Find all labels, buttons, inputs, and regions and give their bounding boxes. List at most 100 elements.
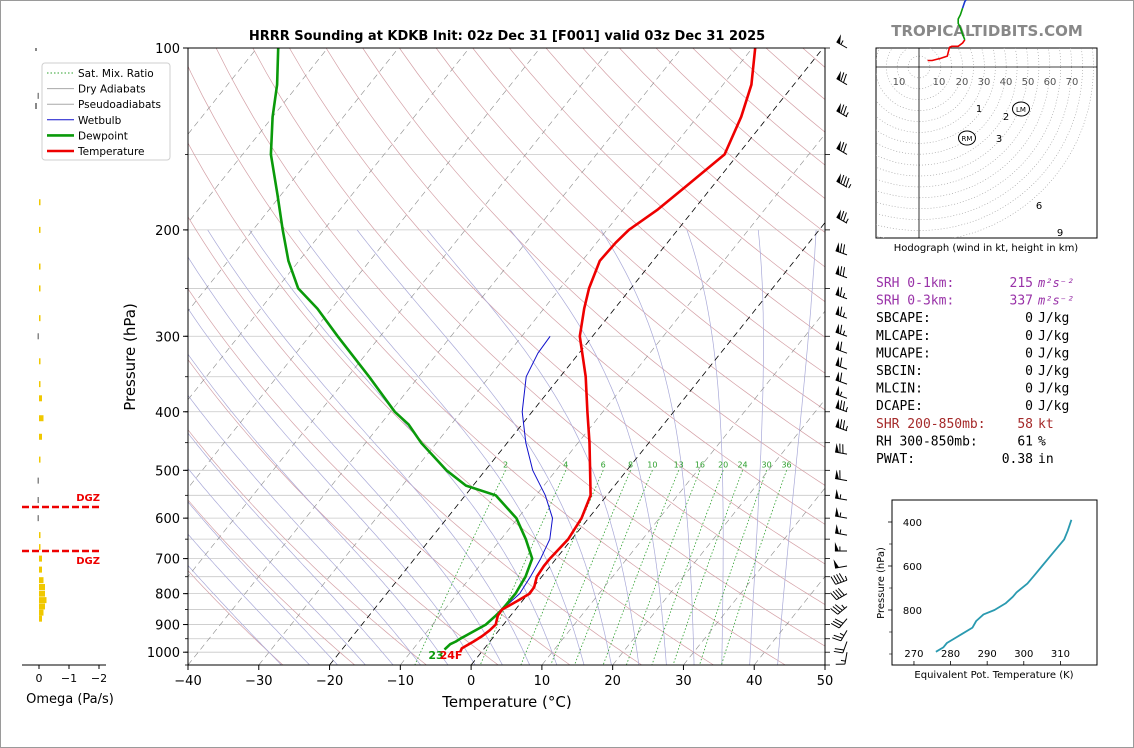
x-tick-label: 30 [675, 674, 692, 689]
barb-pennant [835, 286, 840, 296]
wind-barb [835, 242, 848, 256]
barb-feather [830, 623, 840, 629]
y-tick-label: 500 [155, 464, 180, 479]
stat-value: 0 [1025, 382, 1033, 397]
barb-feather [839, 266, 843, 276]
mixing-ratio-line [414, 470, 506, 665]
stat-unit: J/kg [1038, 399, 1069, 414]
wind-barb [835, 305, 848, 319]
x-tick-label: −30 [245, 674, 272, 689]
wind-barb [834, 541, 847, 552]
stat-label: SRH 0-3km: [876, 294, 954, 309]
dry-adiabat [472, 48, 825, 374]
stat-label: PWAT: [876, 452, 915, 467]
stat-label: DCAPE: [876, 399, 923, 414]
wind-barb [833, 559, 848, 569]
stat-unit: in [1038, 452, 1054, 467]
barb-feather [830, 576, 837, 585]
moist-adiabat [188, 467, 366, 665]
hodograph-ring-label: 60 [1044, 77, 1057, 88]
storm-motion-marker [958, 130, 976, 146]
isotherm-line [188, 48, 470, 401]
barb-feather [842, 143, 847, 153]
stat-value: 58 [1017, 417, 1033, 432]
stats-panel: SRH 0-1km: 215 m²s⁻² SRH 0-3km: 337 m²s⁻² SBCA… [876, 276, 1074, 467]
skewt-xlabel: Temperature (°C) [441, 693, 571, 711]
barb-half-feather [845, 425, 848, 431]
x-tick-label: 10 [534, 674, 551, 689]
legend-label: Dry Adiabats [78, 84, 146, 96]
barb-pennant [835, 507, 839, 517]
wind-barb [835, 385, 848, 399]
mixing-ratio-line [651, 470, 724, 665]
barb-feather [845, 177, 850, 187]
omega-bar [39, 584, 45, 591]
y-tick-label: 600 [155, 512, 180, 527]
series-temperature [458, 48, 757, 653]
theta-e-trace [935, 519, 1073, 653]
hodograph-trace [927, 39, 966, 62]
stat-row: SRH 0-3km: 337 m²s⁻² [876, 294, 1074, 309]
mixing-ratio-line [479, 470, 567, 665]
stat-label: SBCIN: [876, 364, 923, 379]
wind-barb [834, 524, 848, 536]
barb-half-feather [842, 292, 846, 298]
x-tick-label: −40 [174, 674, 201, 689]
barb-half-feather [844, 575, 848, 581]
barb-feather [839, 287, 843, 297]
hodograph-ring-label: 50 [1022, 77, 1035, 88]
omega-bar [37, 515, 39, 522]
y-tick-label: 300 [155, 330, 180, 345]
barb-feather [839, 243, 843, 253]
wind-barb [834, 489, 848, 501]
barb-pennant [835, 265, 840, 275]
hodograph-ring-label: 30 [978, 77, 991, 88]
barb-feather [842, 212, 847, 222]
surface-labels: 23 24F [428, 649, 462, 662]
omega-bar [39, 358, 41, 365]
dry-adiabat [188, 288, 571, 665]
skewt-ylabel: Pressure (hPa) [121, 303, 139, 411]
wind-barb [830, 587, 848, 601]
stat-row: SBCAPE: 0 J/kg [876, 311, 1069, 326]
omega-bar [39, 566, 42, 573]
barb-pennant [836, 34, 841, 44]
stat-value: 337 [1010, 294, 1033, 309]
barb-half-feather [848, 184, 852, 189]
moist-adiabat [298, 229, 585, 665]
isotherm-line [188, 48, 612, 578]
dgz-label: DGZ [76, 556, 100, 567]
barb-half-feather [839, 632, 845, 637]
storm-motion-label: LM [1016, 106, 1026, 114]
barb-feather [842, 73, 847, 83]
omega-panel: 0 −1 −2 DGZ DGZ [22, 48, 107, 685]
barb-pennant [835, 399, 840, 409]
dry-adiabat [325, 48, 825, 525]
barb-pennant [835, 418, 840, 428]
stat-value: 215 [1010, 276, 1033, 291]
barb-staff [836, 78, 848, 86]
wind-barb [830, 604, 848, 615]
barb-pennant [833, 559, 839, 569]
barb-staff [836, 147, 848, 155]
theta-e-x-tick-label: 300 [1014, 649, 1033, 660]
dry-adiabat [215, 48, 825, 647]
series-wetbulb [501, 336, 553, 610]
skewt-ticks: −40 −30 −20 −10 0 10 20 30 40 50 1000 900 800 700 600 5… [147, 42, 833, 689]
moist-adiabat [188, 501, 338, 665]
dry-adiabat [188, 570, 284, 665]
wind-barb [835, 399, 848, 413]
omega-bar [39, 555, 42, 562]
barb-half-feather [840, 659, 846, 662]
barb-pennant [835, 305, 840, 316]
barb-pennant [836, 140, 841, 151]
x-tick-label: 50 [817, 674, 834, 689]
moist-adiabat [686, 229, 724, 665]
barb-pennant [835, 489, 839, 499]
omega-bar [39, 456, 41, 463]
barb-pennant [835, 242, 840, 253]
barb-feather [833, 575, 839, 584]
stat-row: PWAT: 0.38 in [876, 452, 1054, 467]
stat-unit: J/kg [1038, 329, 1069, 344]
